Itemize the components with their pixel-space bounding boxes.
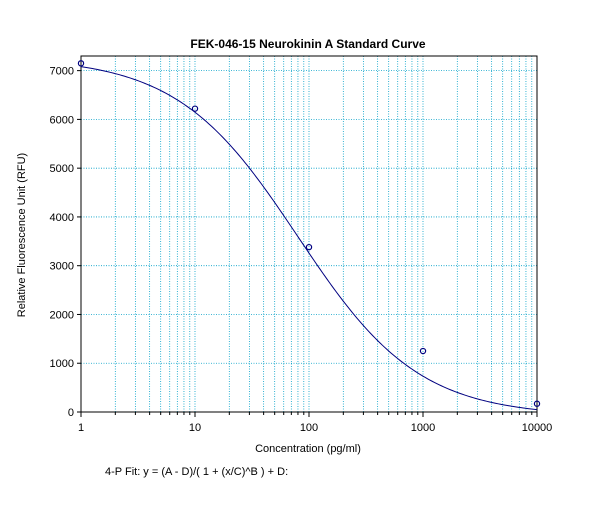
y-tick-label: 2000 — [50, 309, 74, 321]
y-tick-label: 7000 — [50, 66, 74, 78]
y-tick-label: 1000 — [50, 358, 74, 370]
data-point — [419, 347, 427, 355]
y-tick-label: 4000 — [50, 212, 74, 224]
data-points — [77, 60, 541, 407]
chart-title: FEK-046-15 Neurokinin A Standard Curve — [190, 37, 425, 51]
y-tick-label: 0 — [68, 407, 74, 419]
data-point — [191, 105, 199, 112]
x-tick-label: 1000 — [411, 422, 435, 434]
y-tick-label: 3000 — [50, 261, 74, 273]
x-tick-label: 10 — [189, 422, 201, 434]
data-point — [533, 400, 541, 407]
x-axis-label: Concentration (pg/ml) — [255, 443, 361, 455]
x-tick-label: 100 — [300, 422, 318, 434]
fit-equation: 4-P Fit: y = (A - D)/( 1 + (x/C)^B ) + D… — [105, 466, 289, 478]
fit-curve — [80, 66, 538, 411]
y-tick-label: 6000 — [50, 114, 74, 126]
y-axis-ticks: 0 1000 2000 3000 4000 5000 6000 7000 — [50, 66, 81, 419]
data-point — [305, 243, 313, 251]
x-axis-ticks: 1 10 100 1000 10000 — [78, 412, 552, 434]
data-point — [77, 60, 85, 67]
y-axis-label: Relative Fluorescence Unit (RFU) — [16, 153, 28, 317]
x-tick-label: 10000 — [522, 422, 553, 434]
y-tick-label: 5000 — [50, 163, 74, 175]
x-tick-label: 1 — [78, 422, 84, 434]
grid — [81, 56, 537, 412]
